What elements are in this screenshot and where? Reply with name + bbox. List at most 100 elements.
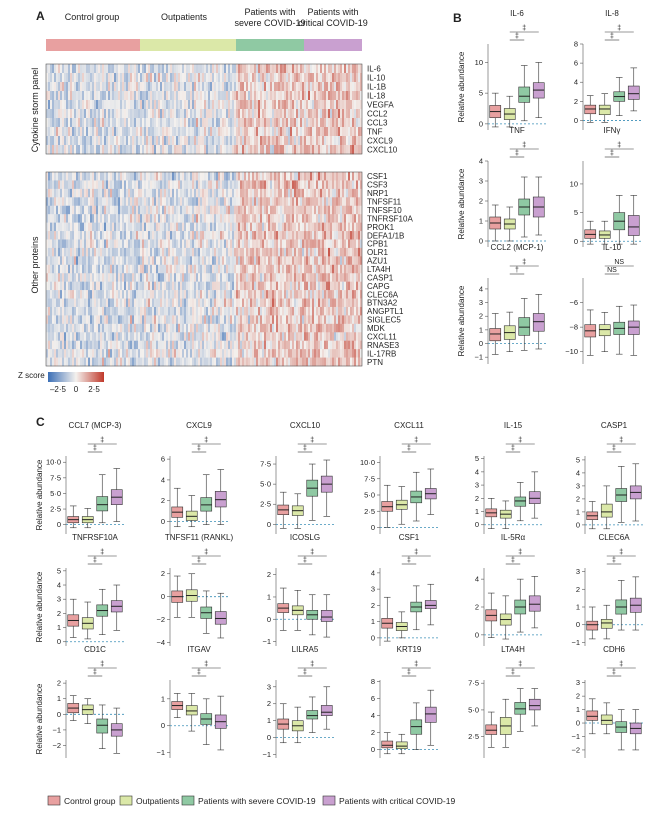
heatmap-cell xyxy=(142,82,144,92)
heatmap-cell xyxy=(174,180,176,190)
heatmap-cell xyxy=(212,306,214,316)
heatmap-cell xyxy=(276,222,278,232)
heatmap-cell xyxy=(234,91,236,101)
heatmap-cell xyxy=(204,298,206,308)
heatmap-cell xyxy=(294,222,296,232)
heatmap-cell xyxy=(304,281,306,291)
heatmap-cell xyxy=(270,127,272,137)
heatmap-cell xyxy=(138,136,140,146)
heatmap-cell xyxy=(354,64,356,74)
heatmap-cell xyxy=(326,332,328,341)
heatmap-cell xyxy=(76,136,78,146)
heatmap-cell xyxy=(274,127,276,137)
heatmap-cell xyxy=(140,188,142,198)
heatmap-cell xyxy=(148,197,150,207)
heatmap-cell xyxy=(314,188,316,198)
heatmap-cell xyxy=(140,136,142,146)
heatmap-cell xyxy=(130,73,132,83)
heatmap-cell xyxy=(184,197,186,207)
heatmap-cell xyxy=(124,256,126,266)
heatmap-cell xyxy=(310,315,312,325)
heatmap-cell xyxy=(302,188,304,198)
heatmap-cell xyxy=(222,82,224,92)
heatmap-cell xyxy=(68,127,70,137)
heatmap-cell xyxy=(174,82,176,92)
heatmap-cell xyxy=(152,100,154,110)
heatmap-cell xyxy=(208,231,210,240)
heatmap-cell xyxy=(66,197,68,207)
heatmap-cell xyxy=(358,273,360,282)
heatmap-cell xyxy=(360,127,362,137)
heatmap-cell xyxy=(316,340,318,350)
heatmap-cell xyxy=(120,315,122,325)
heatmap-cell xyxy=(230,205,232,215)
heatmap-cell xyxy=(134,64,136,74)
heatmap-cell xyxy=(60,82,62,92)
heatmap-cell xyxy=(226,136,228,146)
heatmap-cell xyxy=(332,239,334,249)
heatmap-cell xyxy=(186,315,188,325)
heatmap-cell xyxy=(94,188,96,198)
heatmap-cell xyxy=(102,82,104,92)
heatmap-cell xyxy=(156,247,158,257)
heatmap-cell xyxy=(150,188,152,198)
heatmap-cell xyxy=(224,256,226,266)
heatmap-cell xyxy=(178,315,180,325)
heatmap-cell xyxy=(298,127,300,137)
heatmap-cell xyxy=(246,145,248,155)
heatmap-cell xyxy=(48,256,50,266)
heatmap-cell xyxy=(144,82,146,92)
heatmap-cell xyxy=(262,109,264,119)
heatmap-cell xyxy=(208,109,210,119)
heatmap-cell xyxy=(360,197,362,207)
heatmap-cell xyxy=(202,323,204,333)
heatmap-cell xyxy=(88,136,90,146)
heatmap-cell xyxy=(274,273,276,282)
heatmap-cell xyxy=(108,136,110,146)
heatmap-cell xyxy=(294,82,296,92)
heatmap-cell xyxy=(64,73,66,83)
heatmap-cell xyxy=(166,118,168,128)
heatmap-cell xyxy=(144,91,146,101)
heatmap-cell xyxy=(234,82,236,92)
heatmap-cell xyxy=(314,100,316,110)
heatmap-cell xyxy=(260,239,262,249)
heatmap-cell xyxy=(178,222,180,232)
heatmap-cell xyxy=(170,349,172,358)
heatmap-cell xyxy=(130,306,132,316)
heatmap-cell xyxy=(56,306,58,316)
heatmap-cell xyxy=(120,332,122,341)
heatmap-cell xyxy=(152,349,154,358)
heatmap-cell xyxy=(78,91,80,101)
heatmap-cell xyxy=(242,247,244,257)
heatmap-cell xyxy=(58,188,60,198)
heatmap-cell xyxy=(118,239,120,249)
heatmap-cell xyxy=(348,298,350,308)
heatmap-cell xyxy=(224,73,226,83)
heatmap-cell xyxy=(112,306,114,316)
heatmap-cell xyxy=(120,323,122,333)
heatmap-cell xyxy=(142,239,144,249)
heatmap-cell xyxy=(340,136,342,146)
heatmap-cell xyxy=(84,82,86,92)
heatmap-cell xyxy=(76,197,78,207)
heatmap-cell xyxy=(302,332,304,341)
heatmap-cell xyxy=(128,100,130,110)
heatmap-cell xyxy=(166,323,168,333)
heatmap-cell xyxy=(112,214,114,223)
heatmap-cell xyxy=(288,172,290,181)
heatmap-cell xyxy=(138,214,140,223)
heatmap-cell xyxy=(194,197,196,207)
heatmap-cell xyxy=(248,91,250,101)
heatmap-cell xyxy=(204,205,206,215)
heatmap-cell xyxy=(336,273,338,282)
heatmap-cell xyxy=(256,231,258,240)
heatmap-cell xyxy=(76,306,78,316)
heatmap-cell xyxy=(110,264,112,274)
heatmap-cell xyxy=(344,298,346,308)
heatmap-cell xyxy=(344,118,346,128)
heatmap-cell xyxy=(78,73,80,83)
heatmap-cell xyxy=(176,118,178,128)
heatmap-cell xyxy=(92,205,94,215)
heatmap-cell xyxy=(284,127,286,137)
